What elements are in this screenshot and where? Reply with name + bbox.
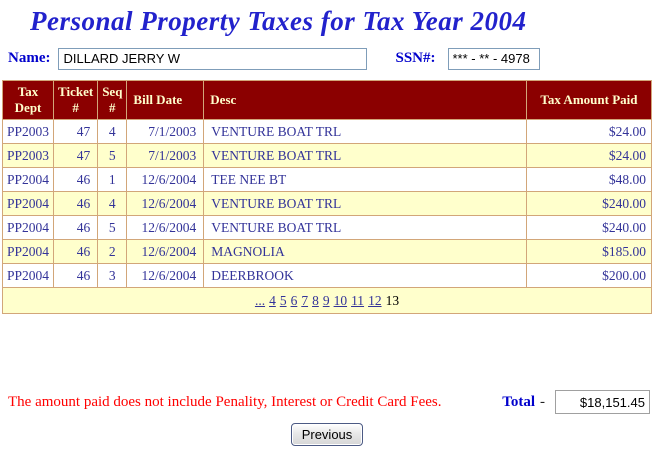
cell-ticket: 47 <box>53 143 99 168</box>
disclaimer-note: The amount paid does not include Penalit… <box>8 393 442 410</box>
column-header-bill-date: Bill Date <box>126 80 205 120</box>
page-link-9[interactable]: 9 <box>322 292 330 308</box>
cell-amount: $240.00 <box>525 191 653 216</box>
cell-bill-date: 12/6/2004 <box>126 215 205 240</box>
column-header-tax-amount-paid: Tax Amount Paid <box>525 80 653 120</box>
cell-desc: VENTURE BOAT TRL <box>203 143 527 168</box>
button-row: Previous <box>0 423 654 446</box>
cell-tax-dept: PP2003 <box>1 143 55 168</box>
page-link-8[interactable]: 8 <box>312 292 319 308</box>
cell-bill-date: 12/6/2004 <box>126 239 205 264</box>
page-current: 13 <box>385 292 400 308</box>
page-link-7[interactable]: 7 <box>301 292 309 308</box>
cell-bill-date: 12/6/2004 <box>126 263 205 288</box>
cell-ticket: 46 <box>53 215 99 240</box>
cell-ticket: 46 <box>53 167 99 192</box>
name-label: Name: <box>8 50 51 66</box>
cell-bill-date: 7/1/2003 <box>126 143 205 168</box>
ssn-label: SSN#: <box>395 50 436 66</box>
column-header-tax-dept: Tax Dept <box>1 80 55 120</box>
table-header-row: Tax Dept Ticket # Seq # Bill Date Desc T… <box>1 80 653 120</box>
cell-seq: 4 <box>97 119 128 144</box>
cell-desc: VENTURE BOAT TRL <box>203 215 527 240</box>
cell-bill-date: 12/6/2004 <box>126 167 205 192</box>
table-row: PP2004 46 2 12/6/2004 MAGNOLIA $185.00 <box>1 239 653 264</box>
ssn-input[interactable] <box>447 47 540 70</box>
total-separator: - <box>540 393 545 410</box>
cell-seq: 2 <box>97 239 128 264</box>
cell-seq: 4 <box>97 191 128 216</box>
cell-bill-date: 7/1/2003 <box>126 119 205 144</box>
cell-seq: 5 <box>97 215 128 240</box>
cell-amount: $24.00 <box>525 119 653 144</box>
cell-amount: $24.00 <box>525 143 653 168</box>
table-row: PP2003 47 5 7/1/2003 VENTURE BOAT TRL $2… <box>1 143 653 168</box>
cell-tax-dept: PP2004 <box>1 239 55 264</box>
cell-tax-dept: PP2004 <box>1 167 55 192</box>
column-header-ticket: Ticket # <box>53 80 99 120</box>
cell-ticket: 46 <box>53 239 99 264</box>
total-group: Total - <box>502 390 650 414</box>
cell-desc: TEE NEE BT <box>203 167 527 192</box>
cell-amount: $240.00 <box>525 215 653 240</box>
table-row: PP2004 46 4 12/6/2004 VENTURE BOAT TRL $… <box>1 191 653 216</box>
pagination-row: ... 4 5 6 7 8 9 10 11 12 13 <box>2 287 652 314</box>
cell-tax-dept: PP2004 <box>1 191 55 216</box>
column-header-seq: Seq # <box>97 80 128 120</box>
page-link-11[interactable]: 11 <box>351 292 365 308</box>
page-link-10[interactable]: 10 <box>333 292 348 308</box>
total-label: Total <box>502 393 535 410</box>
cell-seq: 5 <box>97 143 128 168</box>
cell-amount: $200.00 <box>525 263 653 288</box>
cell-tax-dept: PP2004 <box>1 215 55 240</box>
column-header-desc: Desc <box>203 80 527 120</box>
personal-property-taxes-page: Personal Property Taxes for Tax Year 200… <box>0 6 654 451</box>
page-title: Personal Property Taxes for Tax Year 200… <box>30 6 527 36</box>
cell-seq: 3 <box>97 263 128 288</box>
total-amount-input[interactable] <box>555 390 650 414</box>
page-link-4[interactable]: 4 <box>269 292 276 308</box>
name-ssn-row: Name: SSN#: <box>8 47 654 70</box>
cell-amount: $185.00 <box>525 239 653 264</box>
page-link-ellipsis[interactable]: ... <box>254 292 266 308</box>
cell-desc: VENTURE BOAT TRL <box>203 191 527 216</box>
cell-amount: $48.00 <box>525 167 653 192</box>
page-link-5[interactable]: 5 <box>279 292 287 308</box>
cell-ticket: 46 <box>53 263 99 288</box>
footer-row: The amount paid does not include Penalit… <box>0 390 654 414</box>
table-row: PP2004 46 1 12/6/2004 TEE NEE BT $48.00 <box>1 167 653 192</box>
cell-desc: DEERBROOK <box>203 263 527 288</box>
name-input[interactable] <box>58 47 368 70</box>
cell-ticket: 46 <box>53 191 99 216</box>
cell-bill-date: 12/6/2004 <box>126 191 205 216</box>
cell-desc: MAGNOLIA <box>203 239 527 264</box>
cell-seq: 1 <box>97 167 128 192</box>
table-row: PP2004 46 3 12/6/2004 DEERBROOK $200.00 <box>1 263 653 288</box>
tax-records-table: Tax Dept Ticket # Seq # Bill Date Desc T… <box>1 80 653 314</box>
table-row: PP2003 47 4 7/1/2003 VENTURE BOAT TRL $2… <box>1 119 653 144</box>
cell-tax-dept: PP2003 <box>1 119 55 144</box>
cell-desc: VENTURE BOAT TRL <box>203 119 527 144</box>
page-link-6[interactable]: 6 <box>290 292 298 308</box>
cell-tax-dept: PP2004 <box>1 263 55 288</box>
page-link-12[interactable]: 12 <box>368 292 382 308</box>
cell-ticket: 47 <box>53 119 99 144</box>
table-row: PP2004 46 5 12/6/2004 VENTURE BOAT TRL $… <box>1 215 653 240</box>
previous-button[interactable]: Previous <box>290 423 364 446</box>
